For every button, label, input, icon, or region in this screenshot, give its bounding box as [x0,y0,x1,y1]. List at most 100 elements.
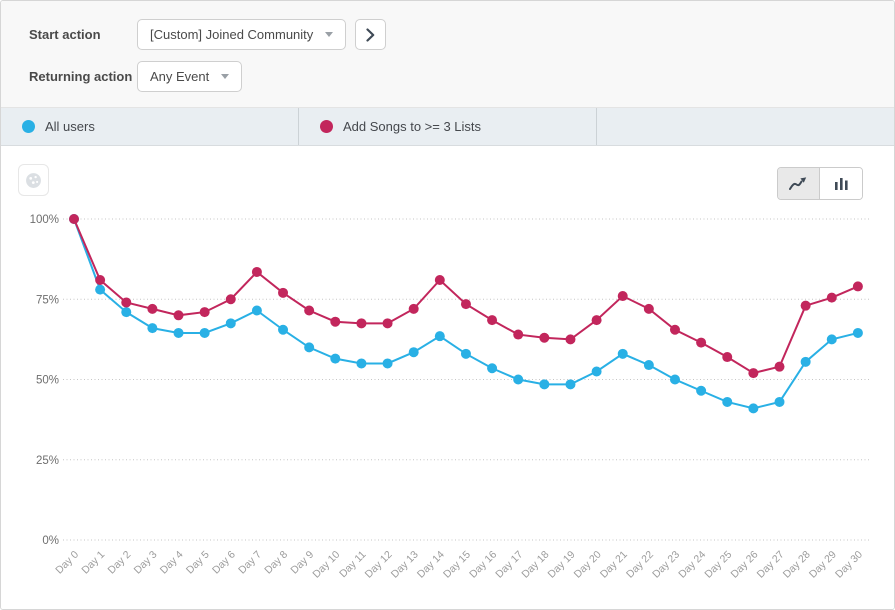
data-point[interactable] [121,297,131,307]
expand-action-button[interactable] [355,19,386,50]
data-point[interactable] [539,379,549,389]
y-axis-tick-label: 25% [36,455,59,467]
x-axis-tick-label: Day 11 [337,549,369,581]
data-point[interactable] [748,403,758,413]
query-builder: Start action [Custom] Joined Community R… [1,1,894,108]
data-point[interactable] [278,325,288,335]
data-point[interactable] [722,397,732,407]
x-axis-tick-label: Day 19 [546,549,578,581]
data-point[interactable] [722,352,732,362]
series-legend: All users Add Songs to >= 3 Lists [1,108,894,146]
data-point[interactable] [409,304,419,314]
data-point[interactable] [226,318,236,328]
retention-chart[interactable]: 0%25%50%75%100%Day 0Day 1Day 2Day 3Day 4… [1,146,894,609]
data-point[interactable] [696,386,706,396]
legend-item-label: All users [45,119,95,134]
data-point[interactable] [539,333,549,343]
data-point[interactable] [200,328,210,338]
data-point[interactable] [487,315,497,325]
data-point[interactable] [592,366,602,376]
data-point[interactable] [670,325,680,335]
data-point[interactable] [775,397,785,407]
data-point[interactable] [383,318,393,328]
donut-chart-icon [25,172,42,189]
start-action-row: Start action [Custom] Joined Community [29,19,894,50]
data-point[interactable] [252,267,262,277]
data-point[interactable] [147,323,157,333]
data-point[interactable] [513,330,523,340]
data-point[interactable] [853,328,863,338]
data-point[interactable] [95,285,105,295]
data-point[interactable] [461,349,471,359]
data-point[interactable] [121,307,131,317]
data-point[interactable] [95,275,105,285]
x-axis-tick-label: Day 13 [389,549,421,581]
data-point[interactable] [592,315,602,325]
data-point[interactable] [304,305,314,315]
chart-options-button[interactable] [18,164,49,196]
x-axis-tick-label: Day 25 [702,549,734,581]
data-point[interactable] [69,214,79,224]
chevron-down-icon [221,74,229,79]
chevron-down-icon [325,32,333,37]
legend-item-add-songs[interactable]: Add Songs to >= 3 Lists [299,108,597,145]
data-point[interactable] [487,363,497,373]
series-color-dot [22,120,35,133]
returning-action-row: Returning action Any Event [29,61,894,92]
data-point[interactable] [696,338,706,348]
data-point[interactable] [513,375,523,385]
x-axis-tick-label: Day 16 [467,549,499,581]
x-axis-tick-label: Day 26 [728,549,760,581]
data-point[interactable] [435,275,445,285]
data-point[interactable] [827,334,837,344]
legend-item-all-users[interactable]: All users [1,108,299,145]
start-action-select[interactable]: [Custom] Joined Community [137,19,346,50]
x-axis-tick-label: Day 22 [624,549,656,581]
x-axis-tick-label: Day 7 [236,549,264,577]
data-point[interactable] [565,334,575,344]
line-chart-icon [789,177,808,191]
x-axis-tick-label: Day 5 [184,549,212,577]
data-point[interactable] [644,360,654,370]
data-point[interactable] [801,357,811,367]
x-axis-tick-label: Day 24 [676,549,708,581]
y-axis-tick-label: 75% [36,294,59,306]
x-axis-tick-label: Day 1 [79,549,107,577]
data-point[interactable] [330,354,340,364]
data-point[interactable] [383,358,393,368]
x-axis-tick-label: Day 27 [755,549,787,581]
x-axis-tick-label: Day 4 [158,549,186,577]
data-point[interactable] [278,288,288,298]
data-point[interactable] [775,362,785,372]
x-axis-tick-label: Day 15 [441,549,473,581]
data-point[interactable] [409,347,419,357]
data-point[interactable] [252,305,262,315]
data-point[interactable] [670,375,680,385]
data-point[interactable] [435,331,445,341]
data-point[interactable] [618,349,628,359]
data-point[interactable] [174,310,184,320]
bar-chart-view-button[interactable] [820,168,862,199]
data-point[interactable] [304,342,314,352]
x-axis-tick-label: Day 12 [363,549,395,581]
data-point[interactable] [565,379,575,389]
data-point[interactable] [853,281,863,291]
data-point[interactable] [200,307,210,317]
returning-action-select[interactable]: Any Event [137,61,242,92]
y-axis-tick-label: 100% [30,214,59,226]
x-axis-tick-label: Day 3 [132,549,160,577]
data-point[interactable] [356,318,366,328]
data-point[interactable] [174,328,184,338]
data-point[interactable] [330,317,340,327]
x-axis-tick-label: Day 8 [262,549,290,577]
data-point[interactable] [226,294,236,304]
data-point[interactable] [618,291,628,301]
data-point[interactable] [748,368,758,378]
data-point[interactable] [801,301,811,311]
data-point[interactable] [644,304,654,314]
data-point[interactable] [461,299,471,309]
data-point[interactable] [356,358,366,368]
data-point[interactable] [827,293,837,303]
line-chart-view-button[interactable] [778,168,820,199]
data-point[interactable] [147,304,157,314]
